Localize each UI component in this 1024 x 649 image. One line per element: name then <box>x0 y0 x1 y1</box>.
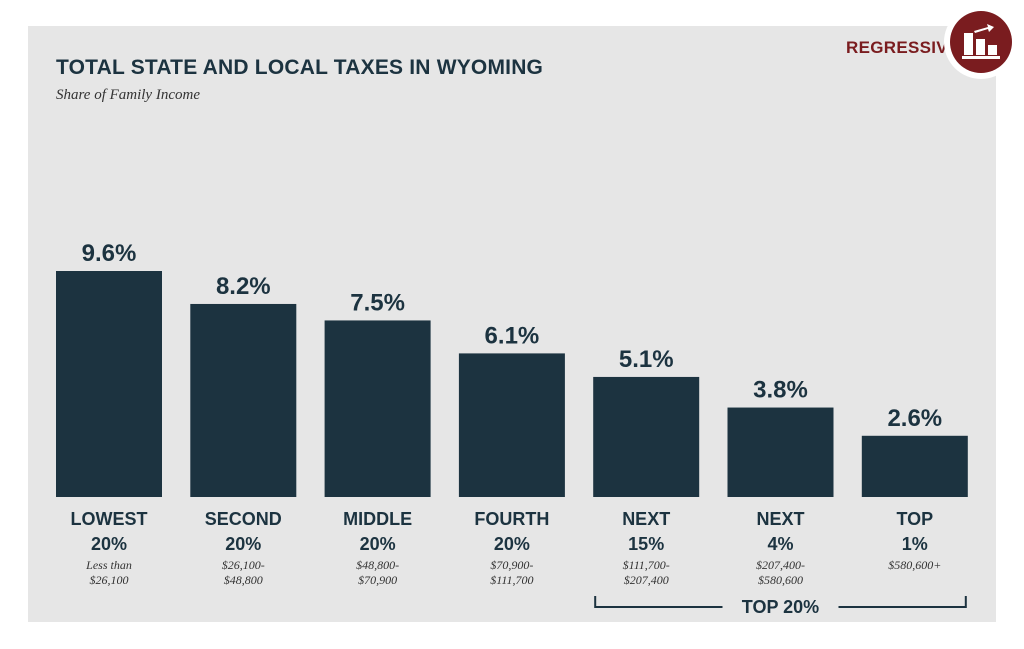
income-range-label: $48,800 <box>224 573 263 587</box>
category-percent-label: 20% <box>91 534 127 554</box>
category-percent-label: 20% <box>360 534 396 554</box>
income-range-label: $26,100- <box>222 558 265 572</box>
category-percent-label: 4% <box>767 534 793 554</box>
income-range-label: $111,700- <box>623 558 670 572</box>
category-label: SECOND <box>205 509 282 529</box>
bar-value-label: 6.1% <box>485 322 540 349</box>
bar <box>190 303 297 497</box>
bracket-right <box>838 596 967 608</box>
bar-value-label: 9.6% <box>82 240 137 267</box>
chart-subtitle: Share of Family Income <box>56 87 200 103</box>
category-percent-label: 20% <box>225 534 261 554</box>
income-range-label: $580,600 <box>758 573 803 587</box>
bar-value-label: 2.6% <box>887 405 942 432</box>
regressive-bars-icon <box>950 11 1012 73</box>
bar-value-label: 5.1% <box>619 346 674 373</box>
income-range-label: Less than <box>85 558 132 572</box>
category-percent-label: 1% <box>902 534 928 554</box>
bar-value-label: 3.8% <box>753 377 808 404</box>
bar <box>593 376 700 497</box>
bar <box>324 320 431 497</box>
chart-title: TOTAL STATE AND LOCAL TAXES IN WYOMING <box>56 56 544 79</box>
income-range-label: $48,800- <box>356 558 399 572</box>
category-label: NEXT <box>756 509 804 529</box>
bar <box>458 353 565 497</box>
income-range-label: $207,400 <box>624 573 669 587</box>
regressive-label: REGRESSIVE <box>846 38 960 57</box>
category-label: FOURTH <box>474 509 549 529</box>
bar-value-label: 7.5% <box>350 289 405 316</box>
category-label: TOP <box>896 509 933 529</box>
category-label: LOWEST <box>71 509 148 529</box>
bracket-left <box>594 596 723 608</box>
income-range-label: $70,900- <box>490 558 533 572</box>
income-range-label: $207,400- <box>756 558 805 572</box>
bar-value-label: 8.2% <box>216 273 271 300</box>
bar <box>727 407 834 497</box>
income-range-label: $580,600+ <box>888 558 941 572</box>
income-range-label: $70,900 <box>358 573 397 587</box>
bar <box>56 271 162 497</box>
regressive-badge <box>944 5 1018 79</box>
income-range-label: $111,700 <box>490 573 533 587</box>
chart-panel <box>28 26 996 622</box>
category-label: MIDDLE <box>343 509 412 529</box>
income-range-label: $26,100 <box>90 573 129 587</box>
bracket-label: TOP 20% <box>742 597 819 617</box>
category-percent-label: 20% <box>494 534 530 554</box>
bar <box>861 435 968 497</box>
category-label: NEXT <box>622 509 670 529</box>
category-percent-label: 15% <box>628 534 664 554</box>
